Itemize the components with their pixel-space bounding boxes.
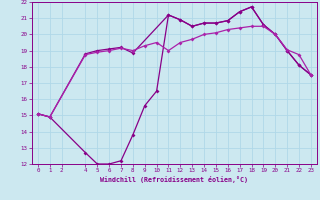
X-axis label: Windchill (Refroidissement éolien,°C): Windchill (Refroidissement éolien,°C) bbox=[100, 176, 248, 183]
